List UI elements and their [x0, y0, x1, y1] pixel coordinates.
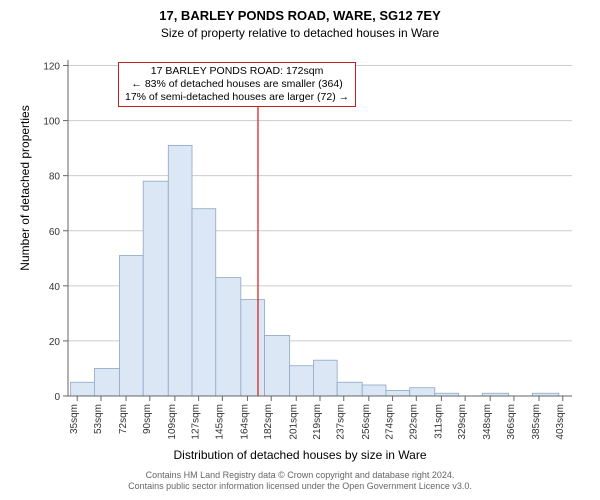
footer-line2: Contains public sector information licen… — [0, 481, 600, 492]
chart-footer: Contains HM Land Registry data © Crown c… — [0, 470, 600, 493]
x-tick-label: 403sqm — [555, 404, 566, 440]
x-tick-label: 145sqm — [214, 404, 225, 440]
histogram-bar — [216, 278, 241, 396]
y-tick-label: 60 — [49, 227, 61, 238]
histogram-bar — [119, 256, 143, 396]
x-tick-label: 127sqm — [191, 404, 202, 440]
histogram-bar — [94, 368, 119, 396]
histogram-bar — [386, 390, 410, 396]
y-tick-label: 40 — [49, 282, 61, 293]
x-tick-label: 311sqm — [433, 404, 444, 439]
annotation-line3: 17% of semi-detached houses are larger (… — [125, 91, 349, 104]
x-tick-label: 72sqm — [118, 404, 129, 434]
y-tick-label: 20 — [49, 337, 61, 348]
annotation-line1: 17 BARLEY PONDS ROAD: 172sqm — [125, 65, 349, 78]
annotation-box: 17 BARLEY PONDS ROAD: 172sqm ← 83% of de… — [118, 62, 356, 107]
histogram-bar — [290, 366, 314, 396]
histogram-bar — [143, 181, 168, 396]
x-tick-label: 385sqm — [531, 404, 542, 440]
histogram-bar — [410, 388, 435, 396]
x-tick-label: 366sqm — [506, 404, 517, 440]
x-tick-label: 219sqm — [312, 404, 323, 440]
x-tick-label: 274sqm — [385, 404, 396, 440]
x-tick-label: 109sqm — [167, 404, 178, 440]
histogram-bar — [337, 382, 362, 396]
x-tick-label: 35sqm — [69, 404, 80, 434]
y-tick-label: 100 — [43, 117, 60, 128]
histogram-bar — [362, 385, 386, 396]
x-tick-label: 53sqm — [93, 404, 104, 434]
x-tick-label: 348sqm — [482, 404, 493, 440]
histogram-bar — [71, 382, 95, 396]
y-tick-label: 0 — [54, 392, 60, 403]
x-tick-label: 164sqm — [239, 404, 250, 440]
x-tick-label: 182sqm — [263, 404, 274, 440]
y-axis-label: Number of detached properties — [18, 40, 32, 336]
footer-line1: Contains HM Land Registry data © Crown c… — [0, 470, 600, 481]
x-tick-label: 201sqm — [288, 404, 299, 440]
x-tick-label: 90sqm — [142, 404, 153, 434]
histogram-bar — [192, 209, 216, 396]
chart-container: 17, BARLEY PONDS ROAD, WARE, SG12 7EY Si… — [0, 0, 600, 500]
histogram-bar — [265, 335, 290, 396]
histogram-bar — [168, 145, 192, 396]
y-tick-label: 80 — [49, 172, 61, 183]
histogram-bar — [313, 360, 337, 396]
x-axis-label: Distribution of detached houses by size … — [0, 448, 600, 462]
x-tick-label: 237sqm — [336, 404, 347, 440]
y-tick-label: 120 — [43, 62, 60, 73]
x-tick-label: 329sqm — [457, 404, 468, 440]
histogram-bar — [241, 300, 265, 396]
x-tick-label: 256sqm — [361, 404, 372, 440]
x-tick-label: 292sqm — [408, 404, 419, 440]
annotation-line2: ← 83% of detached houses are smaller (36… — [125, 78, 349, 91]
